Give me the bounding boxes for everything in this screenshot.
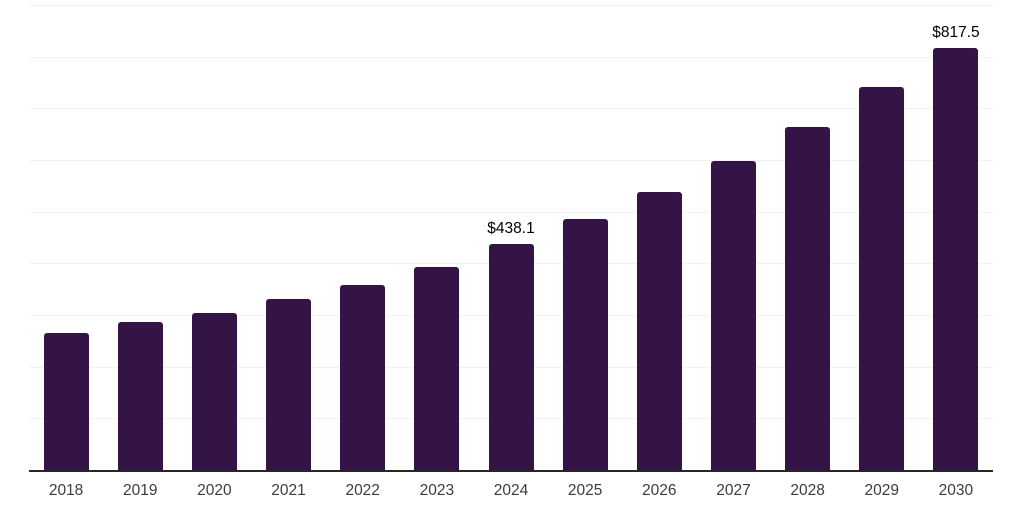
plot-area: $438.1 $817.5 [29,5,993,472]
bar-2025 [562,218,608,470]
bar-2029 [859,87,905,470]
bar-2021 [266,298,312,470]
bar-2026 [636,191,682,470]
x-tick-2021: 2021 [271,482,306,499]
bar-2030 [933,47,979,470]
gridline-700 [29,108,993,110]
x-tick-2024: 2024 [493,482,529,499]
x-tick-2018: 2018 [48,482,84,499]
x-tick-2025: 2025 [567,482,603,499]
gridline-900 [29,5,993,6]
data-label-2024: $438.1 [487,220,535,238]
x-tick-2027: 2027 [716,482,751,499]
x-tick-2030: 2030 [938,482,974,499]
gridline-600 [29,160,993,161]
gridline-800 [29,56,993,58]
x-tick-2022: 2022 [345,482,380,499]
bar-2018 [43,332,89,470]
data-label-2030: $817.5 [932,24,980,42]
bar-2028 [785,126,831,470]
x-tick-2019: 2019 [122,482,158,499]
bar-2027 [710,160,756,470]
bar-2020 [191,312,237,470]
bar-2022 [340,284,386,470]
bar-2023 [414,267,460,470]
x-axis: 2018 2019 2020 2021 2022 2023 2024 2025 2026 2027… [29,483,993,505]
x-tick-2020: 2020 [197,482,232,499]
gridline-500 [29,211,993,213]
bar-2024 [488,243,534,470]
x-tick-2026: 2026 [642,482,677,499]
x-tick-2029: 2029 [864,482,900,499]
bar-2019 [117,321,163,470]
x-tick-2023: 2023 [419,482,455,499]
x-tick-2028: 2028 [790,482,825,499]
